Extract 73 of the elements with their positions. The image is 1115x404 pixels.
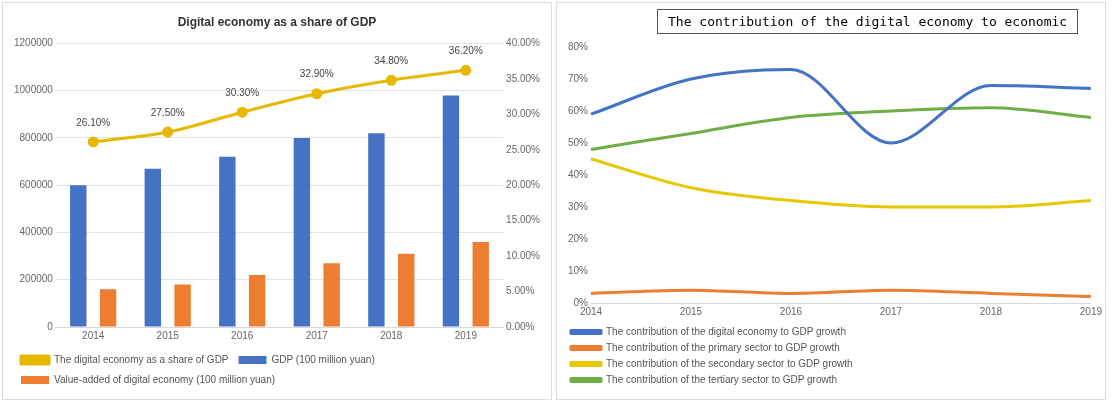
y-tick-label: 0 [47, 320, 54, 332]
bar [248, 275, 266, 327]
y-tick-label: 0% [573, 296, 589, 308]
y-tick-label: 80% [568, 40, 589, 52]
y2-tick-label: 15.00% [506, 214, 541, 226]
bar [144, 168, 162, 327]
y-tick-label: 40% [568, 168, 589, 180]
y-tick-label: 60% [568, 104, 589, 116]
x-tick-label: 2018 [380, 329, 403, 341]
y2-tick-label: 40.00% [506, 37, 541, 49]
data-label: 27.50% [150, 106, 185, 118]
bar [174, 284, 191, 327]
y-tick-label: 50% [568, 136, 589, 148]
y-tick-label: 70% [568, 72, 589, 84]
point [162, 126, 174, 138]
bar [219, 156, 236, 327]
y2-tick-label: 10.00% [506, 249, 541, 261]
legend-label: The contribution of the tertiary sector to GDP growth [606, 373, 838, 385]
legend-label: The contribution of the digital economy to GDP growth [606, 325, 846, 337]
legend-label: Value-added of digital economy (100 million yuan) [54, 373, 276, 385]
y-tick-label: 1000000 [13, 84, 54, 96]
y-tick-label: 1200000 [13, 37, 54, 49]
bar [293, 137, 311, 327]
bar [70, 185, 87, 327]
y2-tick-label: 25.00% [506, 143, 541, 155]
point [87, 136, 99, 148]
bar [442, 95, 460, 327]
x-tick-label: 2015 [156, 329, 180, 341]
data-label: 34.80% [374, 55, 409, 67]
line-series [589, 67, 1093, 145]
bar [99, 289, 117, 327]
y2-tick-label: 35.00% [506, 72, 541, 84]
legend-label: The contribution of the primary sector to GDP growth [606, 341, 840, 353]
y2-tick-label: 30.00% [506, 108, 541, 120]
legend-label: The contribution of the secondary sector to GDP growth [606, 357, 853, 369]
bar [398, 253, 415, 327]
chart-title: The contribution of the digital economy to economic [657, 9, 1079, 34]
y2-tick-label: 0.00% [506, 320, 535, 332]
y-tick-label: 20% [568, 232, 589, 244]
x-tick-label: 2019 [1079, 305, 1103, 317]
x-tick-label: 2018 [979, 305, 1003, 317]
chart-title: Digital economy as a share of GDP [177, 14, 377, 29]
data-label: 30.30% [225, 86, 260, 98]
bar [323, 263, 340, 327]
y-tick-label: 30% [568, 200, 589, 212]
x-tick-label: 2017 [879, 305, 903, 317]
y-tick-label: 600000 [19, 178, 54, 190]
line-series [589, 157, 1093, 209]
x-tick-label: 2016 [779, 305, 803, 317]
point [460, 64, 472, 76]
data-label: 26.10% [76, 116, 111, 128]
y-tick-label: 10% [568, 264, 589, 276]
x-tick-label: 2019 [454, 329, 478, 341]
y2-tick-label: 5.00% [506, 285, 535, 297]
x-tick-label: 2014 [579, 305, 603, 317]
data-label: 36.20% [448, 45, 483, 57]
y-tick-label: 200000 [19, 273, 54, 285]
x-tick-label: 2017 [305, 329, 329, 341]
data-label: 32.90% [299, 68, 334, 80]
legend-label: GDP (100 million yuan) [271, 353, 375, 365]
legend-label: The digital economy as a share of GDP [54, 353, 229, 365]
bar [472, 241, 489, 327]
line-series [589, 106, 1093, 151]
point [385, 74, 397, 86]
x-tick-label: 2016 [231, 329, 254, 341]
point [311, 88, 323, 100]
x-tick-label: 2015 [679, 305, 703, 317]
y-tick-label: 400000 [19, 226, 54, 238]
y2-tick-label: 20.00% [506, 178, 541, 190]
bar [368, 133, 385, 327]
point [236, 106, 248, 118]
y-tick-label: 800000 [19, 131, 54, 143]
x-tick-label: 2014 [82, 329, 105, 341]
